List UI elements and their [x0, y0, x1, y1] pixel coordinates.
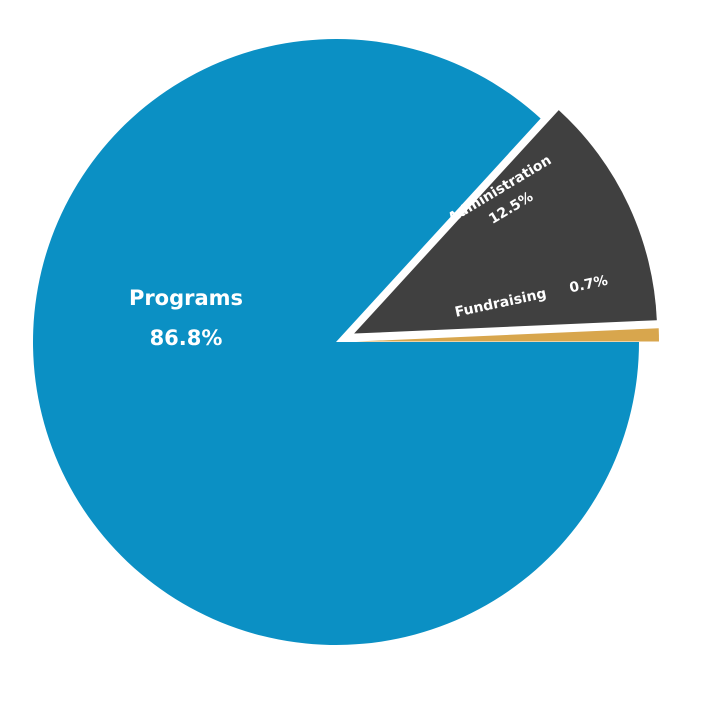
slice-value-label: 86.8%: [150, 326, 223, 350]
slice-label: Programs: [129, 286, 243, 310]
slices: [33, 38, 659, 645]
pie-slice: [355, 328, 659, 342]
pie-slice: [33, 38, 640, 645]
slice-value-label: 0.7%: [568, 273, 609, 297]
pie-slice: [354, 110, 657, 334]
